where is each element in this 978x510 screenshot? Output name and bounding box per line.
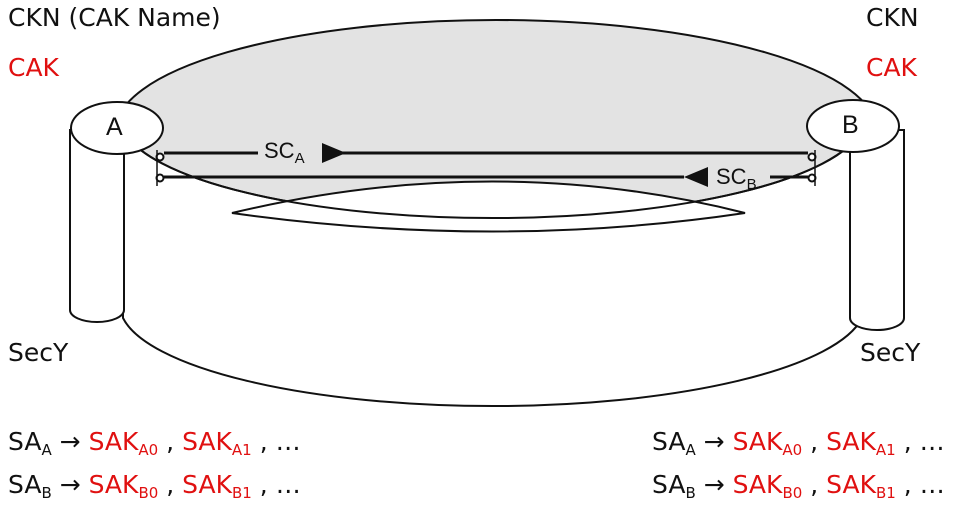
node-a-cylinder [69,129,125,323]
sc-a-arrowhead [322,143,346,163]
sc-a-label: SCA [264,138,305,167]
left-cak-label: CAK [8,53,59,82]
node-a-label: A [106,113,123,141]
right-ckn-label: CKN [866,3,919,32]
left-sa-a-row: SAA → SAKA0 , SAKA1 , … [8,427,301,459]
sc-b-channel [164,167,808,187]
sc-b-label: SCB [716,164,757,193]
node-a-top [70,101,164,155]
node-b-top [806,99,900,153]
right-sa-b-row: SAB → SAKB0 , SAKB1 , … [652,470,945,502]
left-secy-label: SecY [8,338,69,367]
sc-a-channel [164,143,808,163]
left-ckn-label: CKN (CAK Name) [8,3,221,32]
node-b-cylinder [849,129,905,331]
right-cak-label: CAK [866,53,917,82]
right-sa-a-row: SAA → SAKA0 , SAKA1 , … [652,427,945,459]
node-b-label: B [842,111,859,139]
sc-b-arrowhead [684,167,708,187]
left-sa-b-row: SAB → SAKB0 , SAKB1 , … [8,470,301,502]
right-secy-label: SecY [860,338,921,367]
ring-inner-hole [231,180,746,233]
